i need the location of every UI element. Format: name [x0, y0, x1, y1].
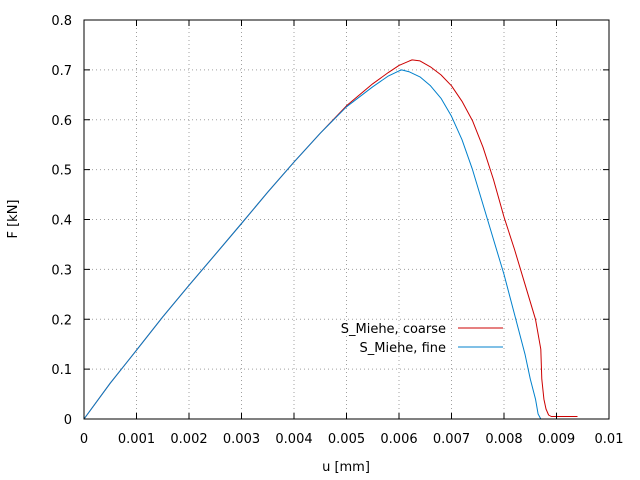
- x-tick-label: 0: [80, 432, 88, 447]
- x-tick-label: 0.002: [170, 432, 207, 447]
- x-tick-label: 0.009: [538, 432, 575, 447]
- y-tick-label: 0.2: [51, 313, 72, 328]
- legend-label: S_Miehe, fine: [359, 341, 446, 356]
- series-line-coarse: [83, 59, 578, 420]
- series-line-fine: [83, 69, 549, 420]
- axis-ticks: 0 0.001 0.002 0.003 0.004 0.005 0.006 0.007 0.00…: [51, 14, 623, 447]
- legend: S_Miehe, coarse S_Miehe, fine: [341, 322, 503, 356]
- x-axis-label: u [mm]: [322, 460, 370, 475]
- x-tick-label: 0.01: [595, 432, 624, 447]
- y-axis-label: F [kN]: [6, 199, 21, 238]
- x-tick-label: 0.005: [328, 432, 365, 447]
- y-tick-label: 0.1: [51, 363, 72, 378]
- y-tick-label: 0.4: [51, 214, 72, 229]
- series-lines: [83, 59, 578, 420]
- x-tick-label: 0.007: [433, 432, 470, 447]
- x-tick-label: 0.008: [485, 432, 522, 447]
- y-tick-label: 0.3: [51, 263, 72, 278]
- plot-frame: [83, 19, 610, 420]
- y-tick-label: 0: [64, 413, 72, 428]
- y-tick-label: 0.5: [51, 164, 72, 179]
- x-tick-label: 0.001: [118, 432, 155, 447]
- x-tick-label: 0.004: [275, 432, 312, 447]
- y-tick-label: 0.7: [51, 64, 72, 79]
- grid: [84, 20, 609, 419]
- y-tick-label: 0.8: [51, 14, 72, 29]
- x-tick-label: 0.003: [223, 432, 260, 447]
- y-tick-label: 0.6: [51, 114, 72, 129]
- x-tick-label: 0.006: [380, 432, 417, 447]
- legend-label: S_Miehe, coarse: [341, 322, 446, 337]
